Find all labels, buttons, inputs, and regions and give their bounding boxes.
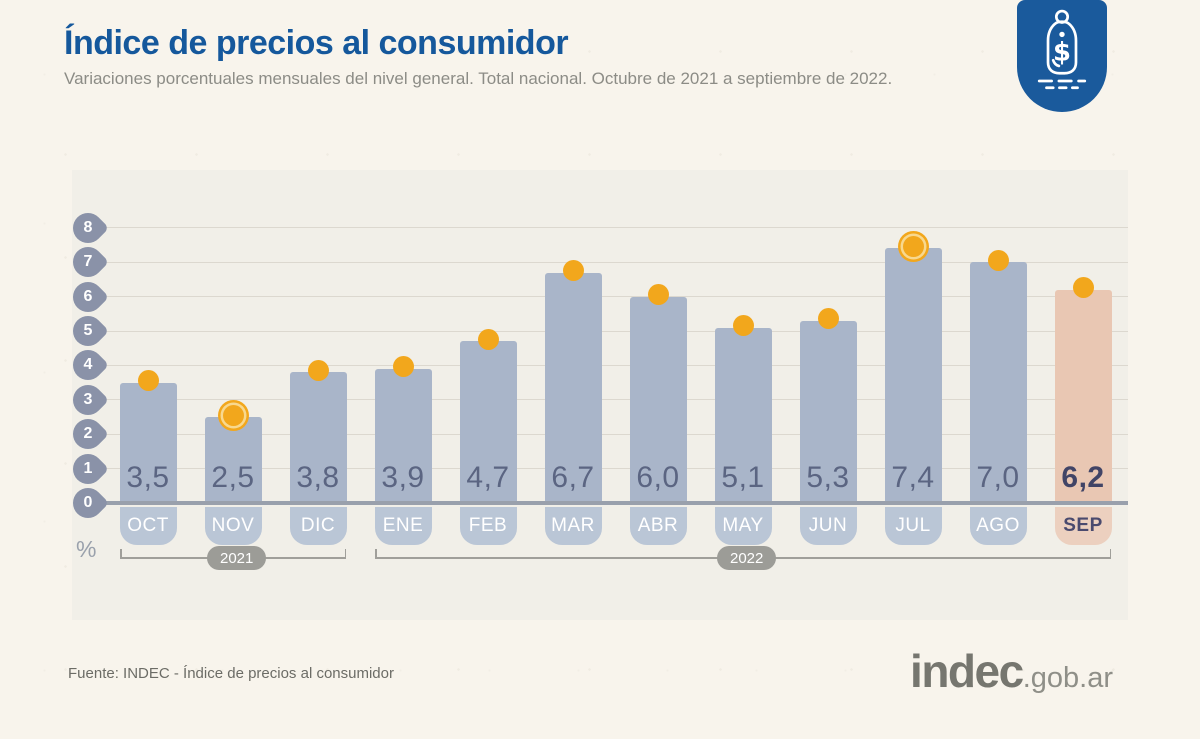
bar-ENE: 3,9 xyxy=(374,368,432,503)
bar-AGO: 7,0 xyxy=(969,262,1027,503)
y-axis-tick-label: 4 xyxy=(83,356,93,374)
x-axis-label-ENE: ENE xyxy=(374,507,432,545)
y-axis-tick-5: 5 xyxy=(66,309,110,353)
bar-JUN: 5,3 xyxy=(799,320,857,503)
data-point-dot-JUL xyxy=(902,235,924,257)
x-axis-label-AGO: AGO xyxy=(969,507,1027,545)
header: Índice de precios al consumidor Variacio… xyxy=(64,24,964,89)
y-axis-tick-label: 1 xyxy=(83,459,93,477)
bar-value-label-ABR: 6,0 xyxy=(636,460,680,494)
bar-value-label-AGO: 7,0 xyxy=(976,460,1020,494)
bar-DIC: 3,8 xyxy=(289,372,347,503)
y-axis-tick-label: 5 xyxy=(83,322,93,339)
y-axis-tick-label: 3 xyxy=(83,390,93,408)
data-point-dot-MAR xyxy=(562,260,584,282)
gridline-5 xyxy=(92,330,1128,332)
data-point-dot-ABR xyxy=(647,284,669,306)
year-label-2021: 2021 xyxy=(207,546,267,570)
bar-value-label-JUL: 7,4 xyxy=(891,460,935,494)
gridline-3 xyxy=(92,399,1128,401)
dollar-sign: $ xyxy=(1053,37,1071,67)
year-bracket-tick xyxy=(120,549,122,558)
y-axis-tick-label: 0 xyxy=(83,494,93,511)
y-axis-tick-2: 2 xyxy=(66,412,110,456)
indec-logo: indec .gob.ar xyxy=(910,644,1113,698)
x-axis-label-MAY: MAY xyxy=(714,507,772,545)
y-axis-tick-1: 1 xyxy=(66,447,110,490)
y-axis-tick-label: 2 xyxy=(83,425,93,443)
bar-NOV: 2,5 xyxy=(204,417,262,503)
data-point-dot-NOV xyxy=(222,404,244,426)
year-bracket-tick xyxy=(375,549,377,558)
y-axis-tick-label: 8 xyxy=(83,218,93,236)
data-point-dot-AGO xyxy=(987,249,1009,271)
bar-value-label-ENE: 3,9 xyxy=(381,460,425,494)
x-axis-label-OCT: OCT xyxy=(119,507,177,545)
gridline-4 xyxy=(92,364,1128,366)
y-axis-tick-4: 4 xyxy=(66,344,110,387)
year-bracket-tick xyxy=(344,549,346,558)
price-tag-icon: $ xyxy=(1037,9,1087,90)
logo-text: indec xyxy=(910,645,1024,697)
price-tag-badge: $ xyxy=(1017,0,1107,112)
year-label-2022: 2022 xyxy=(717,546,777,570)
x-axis-label-ABR: ABR xyxy=(629,507,687,545)
x-axis-line xyxy=(88,501,1128,505)
chart-area: 0 1 2 3 4 5 6 7 8 3,5 OCT 2,5 NOV 3,8 DIC 3,9 ENE 4,7 FEB 6… xyxy=(66,170,1128,620)
data-point-dot-JUN xyxy=(817,308,839,330)
gridline-1 xyxy=(92,468,1128,470)
x-axis-label-MAR: MAR xyxy=(544,507,602,545)
bar-value-label-JUN: 5,3 xyxy=(806,460,850,494)
y-axis-tick-6: 6 xyxy=(66,275,110,318)
bar-FEB: 4,7 xyxy=(459,341,517,503)
data-point-dot-DIC xyxy=(307,359,329,381)
gridline-7 xyxy=(92,261,1128,263)
y-axis-tick-8: 8 xyxy=(66,206,110,250)
y-axis-tick-3: 3 xyxy=(66,378,110,422)
bar-value-label-MAY: 5,1 xyxy=(721,460,765,494)
x-axis-label-SEP: SEP xyxy=(1054,507,1112,545)
x-axis-label-NOV: NOV xyxy=(204,507,262,545)
y-axis-unit-label: % xyxy=(76,536,97,562)
logo-domain: .gob.ar xyxy=(1022,662,1113,694)
year-bracket-tick xyxy=(1109,549,1111,558)
bar-value-label-NOV: 2,5 xyxy=(211,461,255,494)
page-subtitle: Variaciones porcentuales mensuales del n… xyxy=(64,69,893,88)
x-axis-label-DIC: DIC xyxy=(289,507,347,545)
data-point-dot-SEP xyxy=(1072,277,1094,299)
data-point-dot-ENE xyxy=(392,356,414,378)
bar-value-label-FEB: 4,7 xyxy=(466,460,510,494)
bar-JUL: 7,4 xyxy=(884,248,942,503)
y-axis-tick-label: 6 xyxy=(83,287,93,305)
bar-MAR: 6,7 xyxy=(544,272,602,503)
gridline-2 xyxy=(92,433,1128,435)
bar-value-label-SEP: 6,2 xyxy=(1061,460,1105,494)
x-axis-label-JUN: JUN xyxy=(799,507,857,545)
bar-value-label-DIC: 3,8 xyxy=(296,460,340,494)
data-point-dot-OCT xyxy=(137,370,159,392)
y-axis-tick-label: 7 xyxy=(83,253,93,271)
bar-OCT: 3,5 xyxy=(119,382,177,503)
bar-MAY: 5,1 xyxy=(714,327,772,503)
gridline-8 xyxy=(92,227,1128,229)
page-title: Índice de precios al consumidor xyxy=(64,24,569,62)
source-note: Fuente: INDEC - Índice de precios al con… xyxy=(68,665,394,682)
bar-SEP: 6,2 xyxy=(1054,289,1112,503)
x-axis-label-JUL: JUL xyxy=(884,507,942,545)
data-point-dot-FEB xyxy=(477,328,499,350)
y-axis-tick-0: 0 xyxy=(66,481,110,525)
gridline-6 xyxy=(92,296,1128,298)
y-axis-tick-7: 7 xyxy=(66,240,110,284)
bar-value-label-MAR: 6,7 xyxy=(551,460,595,494)
bar-value-label-OCT: 3,5 xyxy=(126,460,170,494)
bar-ABR: 6,0 xyxy=(629,296,687,503)
x-axis-label-FEB: FEB xyxy=(459,507,517,545)
data-point-dot-MAY xyxy=(732,315,754,337)
